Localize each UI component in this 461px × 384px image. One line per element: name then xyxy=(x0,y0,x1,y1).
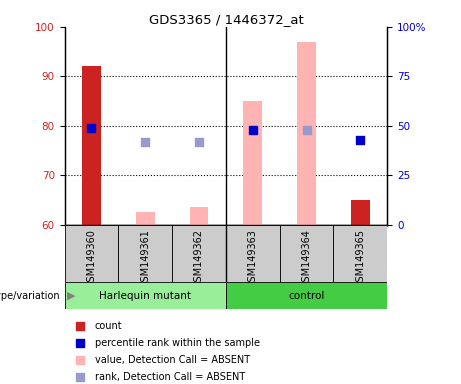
Bar xyxy=(136,212,154,225)
Text: GSM149365: GSM149365 xyxy=(355,229,366,288)
Point xyxy=(249,127,256,133)
Point xyxy=(88,125,95,131)
Point xyxy=(76,357,83,363)
Text: GDS3365 / 1446372_at: GDS3365 / 1446372_at xyxy=(148,13,303,26)
Text: GSM149363: GSM149363 xyxy=(248,229,258,288)
Bar xyxy=(65,225,118,282)
Point xyxy=(303,127,310,133)
Text: control: control xyxy=(289,291,325,301)
Text: count: count xyxy=(95,321,123,331)
Bar xyxy=(65,282,226,309)
Point xyxy=(142,139,149,145)
Bar xyxy=(280,225,333,282)
Text: genotype/variation: genotype/variation xyxy=(0,291,60,301)
Bar xyxy=(226,225,280,282)
Point xyxy=(357,137,364,143)
Bar xyxy=(351,200,370,225)
Text: value, Detection Call = ABSENT: value, Detection Call = ABSENT xyxy=(95,355,250,365)
Bar xyxy=(297,42,316,225)
Point xyxy=(76,374,83,380)
Text: GSM149364: GSM149364 xyxy=(301,229,312,288)
Text: GSM149360: GSM149360 xyxy=(86,229,96,288)
Bar xyxy=(243,101,262,225)
Text: GSM149362: GSM149362 xyxy=(194,229,204,288)
Bar xyxy=(189,207,208,225)
Point xyxy=(195,139,203,145)
Text: Harlequin mutant: Harlequin mutant xyxy=(99,291,191,301)
Point xyxy=(76,340,83,346)
Point xyxy=(76,323,83,329)
Bar xyxy=(226,282,387,309)
Text: rank, Detection Call = ABSENT: rank, Detection Call = ABSENT xyxy=(95,372,245,382)
Text: GSM149361: GSM149361 xyxy=(140,229,150,288)
Bar xyxy=(172,225,226,282)
Bar xyxy=(333,225,387,282)
Text: ▶: ▶ xyxy=(67,291,75,301)
Text: percentile rank within the sample: percentile rank within the sample xyxy=(95,338,260,348)
Bar xyxy=(118,225,172,282)
Bar xyxy=(82,66,101,225)
